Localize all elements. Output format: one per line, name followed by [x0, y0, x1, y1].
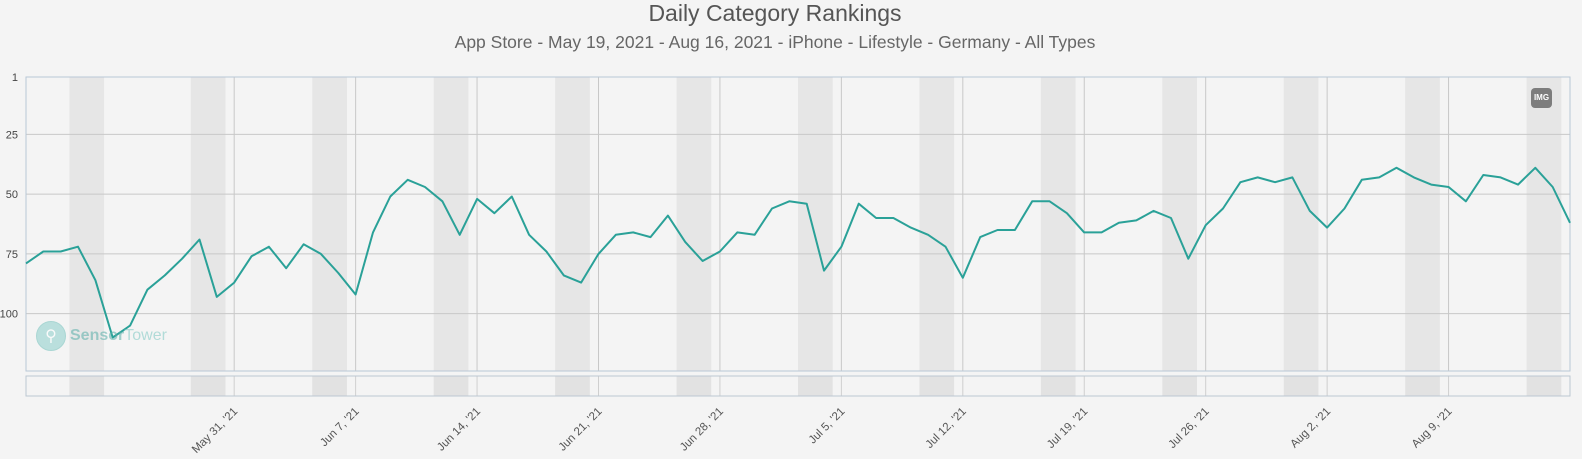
x-tick-label: Jul 5, '21 — [807, 406, 848, 447]
navigator-weekend-band — [1526, 376, 1562, 396]
weekend-bands — [69, 77, 1562, 371]
navigator-weekend-band — [1283, 376, 1319, 396]
plot-frame — [25, 76, 1571, 372]
grid-lines — [26, 77, 1570, 396]
image-export-button[interactable]: IMG — [1531, 88, 1552, 108]
x-tick-label: Aug 9, '21 — [1410, 406, 1455, 451]
weekend-band — [1283, 77, 1319, 371]
weekend-band — [1526, 77, 1562, 371]
watermark-text-part2: Tower — [124, 327, 167, 344]
navigator-weekend-band — [798, 376, 833, 396]
weekend-band — [555, 77, 590, 371]
navigator-weekend-band — [433, 376, 469, 396]
watermark-text-part1: Sensor — [70, 327, 125, 344]
weekend-band — [312, 77, 347, 371]
x-tick-label: Jun 21, '21 — [557, 406, 605, 454]
y-tick-label: 50 — [6, 189, 18, 201]
weekend-band — [1162, 77, 1198, 371]
x-tick-label: Jun 14, '21 — [435, 406, 483, 454]
navigator-weekend-band — [190, 376, 226, 396]
x-tick-label: Jul 19, '21 — [1045, 406, 1090, 451]
weekend-band — [190, 77, 226, 371]
x-tick-label: Jul 26, '21 — [1166, 406, 1211, 451]
navigator-weekend-band — [555, 376, 590, 396]
ranking-series-line — [25, 166, 1571, 339]
y-tick-label: 1 — [12, 72, 18, 84]
navigator-weekend-band — [1162, 376, 1198, 396]
navigator-weekend-band — [919, 376, 955, 396]
weekend-band — [919, 77, 955, 371]
navigator-weekend-band — [1405, 376, 1440, 396]
weekend-band — [798, 77, 833, 371]
y-tick-label: 75 — [6, 249, 18, 261]
x-tick-label: Aug 2, '21 — [1288, 406, 1333, 451]
navigator-weekend-band — [676, 376, 712, 396]
x-tick-label: Jul 12, '21 — [924, 406, 969, 451]
chart-title: Daily Category Rankings — [648, 0, 902, 26]
x-tick-label: May 31, '21 — [190, 406, 240, 456]
y-tick-label: 25 — [6, 129, 18, 141]
sensortower-watermark: ⚲ SensorTower — [36, 321, 167, 351]
weekend-band — [1040, 77, 1076, 371]
weekend-band — [1405, 77, 1440, 371]
image-export-icon: IMG — [1533, 93, 1550, 102]
y-tick-label: 100 — [0, 309, 18, 321]
weekend-band — [69, 77, 105, 371]
navigator-weekend-band — [1040, 376, 1076, 396]
navigator-frame[interactable] — [25, 375, 1571, 397]
chart-subtitle: App Store - May 19, 2021 - Aug 16, 2021 … — [454, 32, 1096, 52]
x-tick-label: Jun 28, '21 — [678, 406, 726, 454]
weekend-band — [433, 77, 469, 371]
sensortower-logo-icon: ⚲ — [36, 321, 66, 351]
navigator-weekend-band — [312, 376, 347, 396]
x-tick-label: Jun 7, '21 — [318, 406, 361, 449]
navigator-weekend-band — [69, 376, 105, 396]
x-axis-ticks: May 31, '21 Jun 7, '21 Jun 14, '21 Jun 21, … — [190, 406, 1455, 456]
y-axis-ticks: 1 25 50 75 100 — [0, 72, 18, 321]
navigator-weekend-bands — [69, 376, 1562, 396]
weekend-band — [676, 77, 712, 371]
